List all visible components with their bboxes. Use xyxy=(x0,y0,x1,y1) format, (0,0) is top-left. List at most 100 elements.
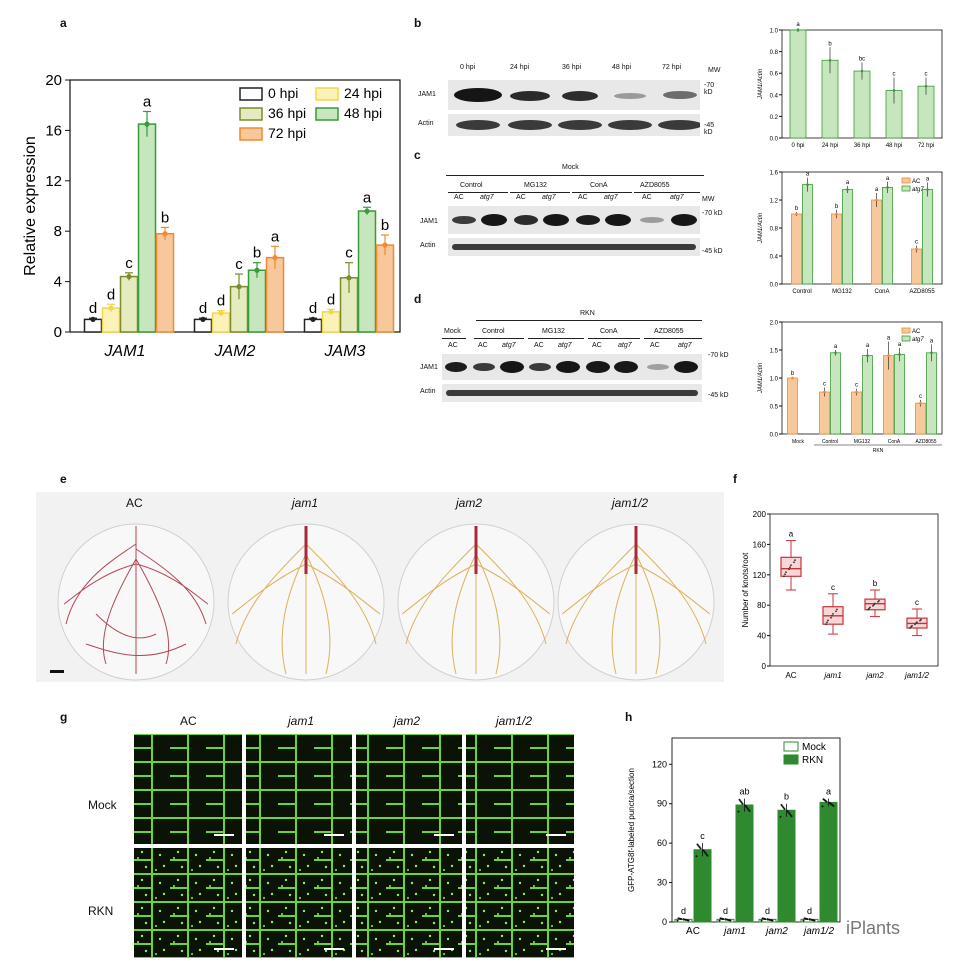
bar xyxy=(922,189,933,285)
significance-letter: d xyxy=(681,906,686,916)
legend-swatch xyxy=(239,127,263,141)
blot-b-lane-2: 24 hpi xyxy=(510,64,530,71)
category-label: jam1/2 xyxy=(904,671,930,680)
data-point xyxy=(764,918,767,921)
legend-label: 72 hpi xyxy=(268,125,306,141)
plot-frame xyxy=(671,737,841,923)
blot-d-mw-70: -70 kD xyxy=(708,352,729,359)
blot-d-geno-3: AC xyxy=(534,342,544,349)
group-label: RKN xyxy=(873,448,884,454)
data-point xyxy=(144,121,150,127)
significance-letter: b xyxy=(828,41,832,47)
blot-c-geno-4: atg7 xyxy=(542,194,556,201)
box-point xyxy=(825,623,827,626)
blot-d-mw-45: -45 kD xyxy=(708,392,729,399)
data-point xyxy=(834,351,837,355)
significance-letter: a xyxy=(875,187,879,193)
significance-letter: a xyxy=(886,176,890,182)
data-point xyxy=(272,255,278,261)
box-point xyxy=(869,606,871,609)
panel-label-b: b xyxy=(414,16,422,30)
y-tick-label: 0.6 xyxy=(770,72,779,78)
data-point xyxy=(108,305,114,311)
blot-b-row-jam1: JAM1 xyxy=(418,91,436,98)
box-point xyxy=(867,608,869,611)
bar xyxy=(787,377,798,435)
root-dish-jam2 xyxy=(397,523,555,681)
blot-c-row-actin: Actin xyxy=(420,242,436,249)
significance-letter: c xyxy=(831,583,835,592)
y-axis-label: GFP-ATG8f-labeled puncta/section xyxy=(627,768,636,892)
box-point xyxy=(826,621,828,624)
scale-bar xyxy=(50,670,64,673)
significance-letter: bc xyxy=(859,56,865,62)
y-axis-label: JAM1/Actin xyxy=(758,212,764,244)
data-point xyxy=(828,58,832,62)
y-tick-label: 12 xyxy=(45,173,62,190)
blot-b-lane-4: 48 hpi xyxy=(612,64,632,71)
data-point xyxy=(364,208,370,214)
blot-b-mw-title: MW xyxy=(708,67,721,74)
significance-letter: c xyxy=(345,245,353,262)
y-tick-label: 30 xyxy=(657,878,667,888)
watermark: iPlants xyxy=(846,918,901,938)
significance-letter: d xyxy=(309,300,317,317)
significance-letter: c xyxy=(700,831,705,841)
blot-d-geno-5: AC xyxy=(592,342,602,349)
significance-letter: b xyxy=(784,792,789,802)
micro-row-mock: Mock xyxy=(88,798,117,812)
bar xyxy=(802,184,813,285)
box xyxy=(864,598,886,611)
data-point xyxy=(866,354,869,357)
category-label: 0 hpi xyxy=(791,143,804,149)
bar xyxy=(119,275,139,333)
data-point xyxy=(771,919,774,922)
blot-d-jam1-band xyxy=(442,354,702,380)
legend-swatch xyxy=(783,741,799,752)
blot-b-lane-5: 72 hpi xyxy=(662,64,682,71)
y-tick-label: 1.6 xyxy=(770,171,779,177)
significance-letter: a xyxy=(806,172,810,178)
y-tick-label: 1.2 xyxy=(770,199,779,205)
data-point xyxy=(930,351,933,355)
blot-d-mock-geno: AC xyxy=(448,342,458,349)
box-point xyxy=(868,607,870,610)
blot-d-geno-6: atg7 xyxy=(618,342,632,349)
significance-letter: a xyxy=(796,22,800,28)
blot-d: RKN Mock Control MG132 ConA AZD8055 AC A… xyxy=(412,308,732,408)
y-tick-label: 0.8 xyxy=(770,50,779,56)
chart-b: 0.0 0.2 0.4 0.6 0.8 1.0 JAM1/Actin a 0 hpi b 24 hp… xyxy=(758,22,943,149)
root-label-jam1: jam1 xyxy=(292,496,319,510)
significance-letter: c xyxy=(125,255,133,272)
category-label: MG132 xyxy=(854,439,871,445)
box-point xyxy=(788,568,790,571)
panel-label-a: a xyxy=(60,16,67,30)
micro-col-ac: AC xyxy=(180,714,197,728)
blot-c-geno-7: AC xyxy=(642,194,652,201)
y-axis-label: JAM1/Actin xyxy=(758,362,764,394)
data-point xyxy=(699,847,702,850)
significance-letter: c xyxy=(919,394,922,400)
data-point xyxy=(737,810,740,813)
significance-letter: d xyxy=(765,906,770,916)
box-point xyxy=(783,575,785,578)
significance-letter: a xyxy=(271,228,280,245)
panel-label-d: d xyxy=(414,292,422,306)
y-tick-label: 160 xyxy=(753,540,767,549)
data-point xyxy=(695,855,698,858)
significance-letter: c xyxy=(823,382,826,388)
legend-swatch xyxy=(315,87,339,101)
bar xyxy=(211,312,231,333)
category-label: AZD8055 xyxy=(915,439,936,445)
blot-b-lane-3: 36 hpi xyxy=(562,64,582,71)
category-label: jam2 xyxy=(764,926,788,937)
root-dish-jam1 xyxy=(227,523,385,681)
y-tick-label: 0.4 xyxy=(770,93,779,99)
bar xyxy=(155,232,175,333)
data-point xyxy=(760,919,763,922)
legend-swatch xyxy=(315,107,339,121)
root-dish-jam12 xyxy=(557,523,715,681)
box-point xyxy=(835,610,837,613)
y-tick-label: 200 xyxy=(753,510,767,519)
